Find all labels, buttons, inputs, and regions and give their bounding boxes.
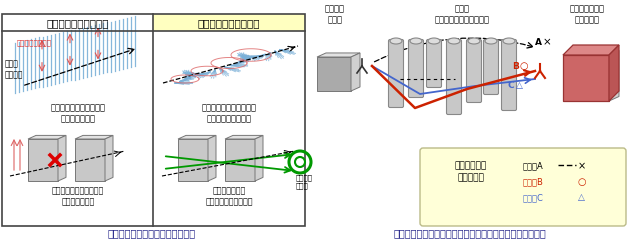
FancyBboxPatch shape [408, 40, 423, 98]
Text: 図１　直線偏波と回転偏波の比較: 図１ 直線偏波と回転偏波の比較 [108, 228, 196, 238]
Text: ルートC: ルートC [523, 193, 544, 202]
Text: 偏波（振動方向）: 偏波（振動方向） [17, 39, 52, 46]
Bar [563, 55, 609, 101]
Ellipse shape [428, 38, 440, 44]
Text: △: △ [578, 193, 585, 202]
Polygon shape [351, 53, 360, 91]
FancyBboxPatch shape [483, 40, 498, 94]
Polygon shape [28, 135, 66, 139]
Polygon shape [317, 53, 360, 57]
Text: 電波の振動方向（偏波）
が常に同じ向き: 電波の振動方向（偏波） が常に同じ向き [50, 103, 105, 124]
Text: 障害物
（複数の電波到達経路）: 障害物 （複数の電波到達経路） [435, 4, 490, 24]
Polygon shape [225, 135, 263, 139]
Text: ○: ○ [520, 61, 529, 71]
Text: ○: ○ [578, 177, 587, 187]
FancyBboxPatch shape [420, 148, 626, 226]
Polygon shape [208, 135, 216, 181]
Bar [153, 14, 305, 31]
Ellipse shape [468, 38, 480, 44]
Polygon shape [609, 51, 619, 101]
Polygon shape [609, 45, 619, 101]
Bar [75, 139, 105, 181]
Polygon shape [563, 45, 619, 55]
Bar [28, 139, 58, 181]
Ellipse shape [503, 38, 515, 44]
Text: 電波の
進行方向: 電波の 進行方向 [5, 59, 23, 79]
FancyBboxPatch shape [501, 40, 517, 111]
FancyBboxPatch shape [427, 40, 442, 87]
Text: 障害物の形状によっては
電波が届かない: 障害物の形状によっては 電波が届かない [52, 186, 104, 207]
Text: C: C [508, 81, 515, 90]
Text: 直線偏波（従来方式）: 直線偏波（従来方式） [47, 18, 109, 28]
Text: 電波の振動方向（偏波）
が時間とともに回転: 電波の振動方向（偏波） が時間とともに回転 [202, 103, 256, 124]
Text: ルートA: ルートA [523, 161, 544, 170]
Text: △: △ [516, 81, 523, 90]
Bar [317, 57, 351, 91]
Text: 到達可能
な偏波: 到達可能 な偏波 [296, 174, 313, 189]
Text: A: A [535, 38, 542, 47]
Text: 試作した無線機
（受信機）: 試作した無線機 （受信機） [570, 4, 605, 24]
Polygon shape [58, 135, 66, 181]
Ellipse shape [448, 38, 460, 44]
Ellipse shape [485, 38, 497, 44]
Polygon shape [563, 51, 619, 55]
Text: 最適な偏波を
自動で選択: 最適な偏波を 自動で選択 [455, 161, 487, 182]
Text: 回転偏波
送信機: 回転偏波 送信機 [325, 4, 345, 24]
Text: 回転偏波（適用方式）: 回転偏波（適用方式） [198, 18, 260, 28]
Text: 障害物の形状に
影響されず電波が届く: 障害物の形状に 影響されず電波が届く [205, 186, 253, 207]
Ellipse shape [390, 38, 402, 44]
Bar [563, 55, 609, 101]
Text: ×: × [543, 37, 552, 47]
Polygon shape [255, 135, 263, 181]
Bar [225, 139, 255, 181]
Bar [178, 139, 208, 181]
FancyBboxPatch shape [389, 40, 403, 107]
Bar [2, 14, 305, 226]
Text: ルートB: ルートB [523, 177, 544, 186]
Ellipse shape [410, 38, 422, 44]
FancyBboxPatch shape [447, 40, 462, 114]
Polygon shape [75, 135, 113, 139]
FancyBboxPatch shape [466, 40, 481, 102]
Text: B: B [512, 62, 519, 71]
Text: 図２　試作した無線機による、最適な偏波の受信イメージ: 図２ 試作した無線機による、最適な偏波の受信イメージ [394, 228, 546, 238]
Polygon shape [105, 135, 113, 181]
Text: ×: × [578, 161, 586, 171]
Polygon shape [178, 135, 216, 139]
